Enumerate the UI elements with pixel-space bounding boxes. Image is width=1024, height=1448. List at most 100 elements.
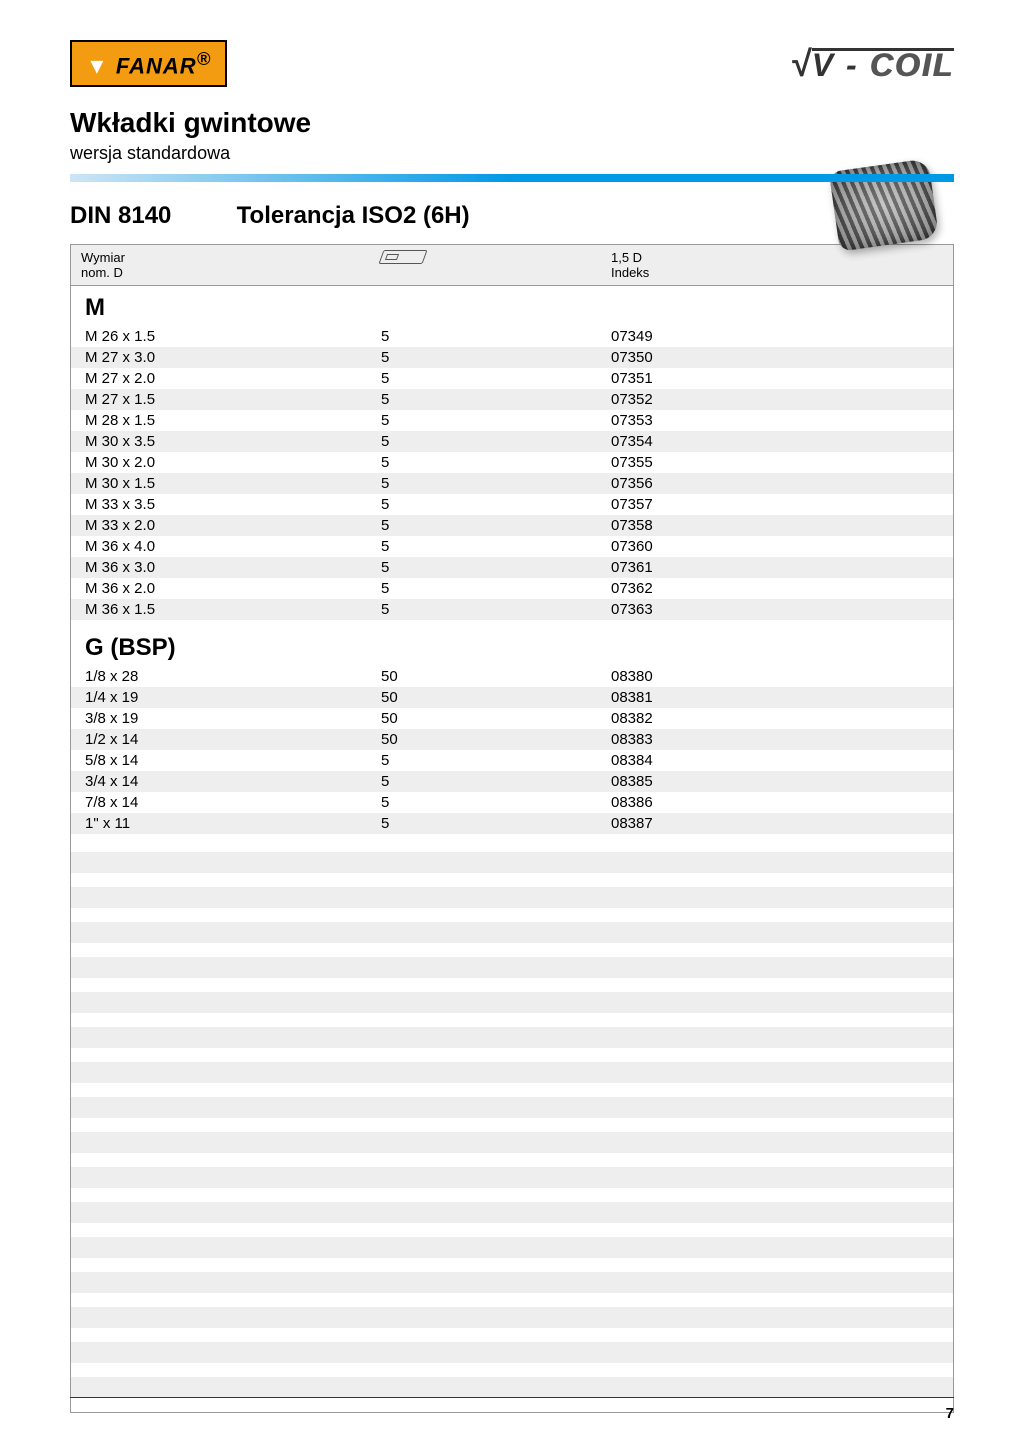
spec-tolerance: Tolerancja ISO2 (6H) (237, 202, 470, 229)
cell-dimension: 1/2 x 14 (81, 729, 381, 750)
cell-quantity: 5 (381, 431, 611, 452)
empty-stripe (71, 1062, 953, 1083)
empty-stripe (71, 1377, 953, 1398)
cell-index: 08387 (611, 813, 943, 834)
cell-quantity: 5 (381, 494, 611, 515)
cell-quantity: 5 (381, 792, 611, 813)
cell-quantity: 5 (381, 599, 611, 620)
cell-dimension: M 27 x 2.0 (81, 368, 381, 389)
table-row: M 30 x 3.5507354 (71, 431, 953, 452)
empty-stripe (71, 1097, 953, 1118)
table-header-dimension: Wymiar nom. D (81, 250, 381, 280)
table-row: 1" x 11508387 (71, 813, 953, 834)
cell-dimension: M 26 x 1.5 (81, 326, 381, 347)
table-row: M 30 x 1.5507356 (71, 473, 953, 494)
table-row: M 33 x 2.0507358 (71, 515, 953, 536)
table-row: M 36 x 1.5507363 (71, 599, 953, 620)
cell-dimension: 1/4 x 19 (81, 687, 381, 708)
empty-stripe-region (71, 852, 953, 1398)
cell-dimension: M 36 x 3.0 (81, 557, 381, 578)
cell-dimension: M 30 x 1.5 (81, 473, 381, 494)
empty-stripe (71, 992, 953, 1013)
cell-index: 07361 (611, 557, 943, 578)
cell-index: 07362 (611, 578, 943, 599)
cell-index: 07349 (611, 326, 943, 347)
table-row: M 26 x 1.5507349 (71, 326, 953, 347)
page-title: Wkładki gwintowe (70, 107, 954, 139)
cell-quantity: 5 (381, 473, 611, 494)
cell-dimension: M 27 x 3.0 (81, 347, 381, 368)
cell-dimension: 1" x 11 (81, 813, 381, 834)
th-indeks: Indeks (611, 265, 943, 280)
cell-quantity: 5 (381, 771, 611, 792)
cell-index: 08380 (611, 666, 943, 687)
cell-dimension: M 30 x 3.5 (81, 431, 381, 452)
cell-quantity: 5 (381, 410, 611, 431)
cell-quantity: 50 (381, 687, 611, 708)
table-row: 3/8 x 195008382 (71, 708, 953, 729)
cell-quantity: 5 (381, 813, 611, 834)
cell-index: 08383 (611, 729, 943, 750)
cell-dimension: 7/8 x 14 (81, 792, 381, 813)
empty-stripe (71, 1342, 953, 1363)
table-row: 7/8 x 14508386 (71, 792, 953, 813)
fanar-logo-text: FANAR (116, 53, 197, 78)
cell-index: 07350 (611, 347, 943, 368)
table-row: 1/4 x 195008381 (71, 687, 953, 708)
table-header-index: 1,5 D Indeks (611, 250, 943, 280)
table-row: M 33 x 3.5507357 (71, 494, 953, 515)
cell-quantity: 5 (381, 368, 611, 389)
table-row: 1/8 x 285008380 (71, 666, 953, 687)
table-row: M 27 x 2.0507351 (71, 368, 953, 389)
cell-index: 07358 (611, 515, 943, 536)
cell-quantity: 5 (381, 578, 611, 599)
cell-index: 07360 (611, 536, 943, 557)
spec-heading: DIN 8140 Tolerancja ISO2 (6H) (70, 202, 954, 230)
empty-stripe (71, 1167, 953, 1188)
cell-dimension: M 33 x 2.0 (81, 515, 381, 536)
cell-dimension: M 36 x 2.0 (81, 578, 381, 599)
section-label: G (BSP) (71, 626, 953, 666)
vcoil-logo: √V - COIL (790, 43, 954, 85)
cell-dimension: M 33 x 3.5 (81, 494, 381, 515)
table-header-row: Wymiar nom. D 1,5 D Indeks (71, 245, 953, 286)
cell-quantity: 5 (381, 750, 611, 771)
cell-index: 07351 (611, 368, 943, 389)
cell-index: 08382 (611, 708, 943, 729)
footer-rule (70, 1397, 954, 1398)
table-row: 5/8 x 14508384 (71, 750, 953, 771)
section-rows: M 26 x 1.5507349M 27 x 3.0507350M 27 x 2… (71, 326, 953, 626)
table-row: M 28 x 1.5507353 (71, 410, 953, 431)
blue-divider (70, 174, 954, 182)
empty-stripe (71, 1132, 953, 1153)
cell-dimension: M 27 x 1.5 (81, 389, 381, 410)
cell-quantity: 5 (381, 389, 611, 410)
table-body: MM 26 x 1.5507349M 27 x 3.0507350M 27 x … (71, 286, 953, 840)
vcoil-coil: COIL (870, 47, 954, 83)
cell-quantity: 50 (381, 729, 611, 750)
empty-stripe (71, 1027, 953, 1048)
cell-dimension: 1/8 x 28 (81, 666, 381, 687)
cell-index: 08381 (611, 687, 943, 708)
cell-dimension: 3/4 x 14 (81, 771, 381, 792)
page-subtitle: wersja standardowa (70, 143, 954, 164)
empty-stripe (71, 887, 953, 908)
empty-stripe (71, 1307, 953, 1328)
table-row: M 36 x 2.0507362 (71, 578, 953, 599)
cell-dimension: 5/8 x 14 (81, 750, 381, 771)
cell-index: 07353 (611, 410, 943, 431)
cell-quantity: 50 (381, 708, 611, 729)
cell-quantity: 50 (381, 666, 611, 687)
cell-dimension: M 28 x 1.5 (81, 410, 381, 431)
page-header: ▼ FANAR® √V - COIL (70, 40, 954, 87)
section-rows: 1/8 x 2850083801/4 x 1950083813/8 x 1950… (71, 666, 953, 840)
cell-index: 08386 (611, 792, 943, 813)
table-row: 3/4 x 14508385 (71, 771, 953, 792)
cell-quantity: 5 (381, 515, 611, 536)
th-wymiar: Wymiar (81, 250, 381, 265)
cell-index: 07357 (611, 494, 943, 515)
empty-stripe (71, 1202, 953, 1223)
empty-stripe (71, 922, 953, 943)
cell-quantity: 5 (381, 536, 611, 557)
cell-index: 07354 (611, 431, 943, 452)
